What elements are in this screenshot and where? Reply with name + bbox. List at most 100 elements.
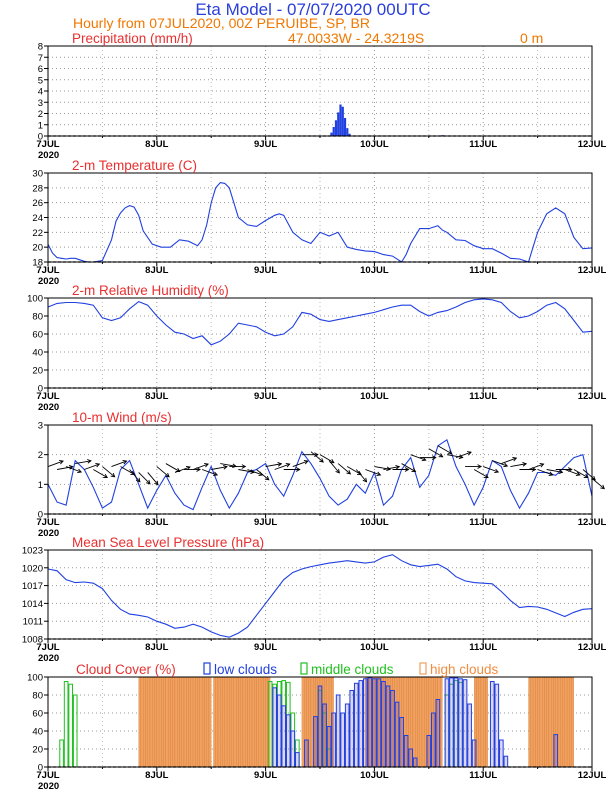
legend-swatch [419,662,427,675]
wind-vector [174,466,191,473]
wind-vector-head [59,460,64,465]
pres-panel: 1008 1011 1014 1017 1020 1023 7JUL 8JUL 9JUL 10JU… [22,535,607,664]
high-cloud-bar [215,676,219,768]
wind-panel-title: 10-m Wind (m/s) [72,410,172,425]
wind-xtick-label: 9JUL [254,517,277,528]
wind-vector [65,466,82,473]
wind-vector [483,466,499,473]
high-cloud-bar [229,676,232,768]
high-cloud-bar [188,676,191,768]
middle-cloud-bar [59,739,64,768]
wind-vector-head [600,484,605,490]
low-cloud-bar [471,739,477,768]
high-cloud-bar [165,676,169,768]
wind-vector [510,463,527,467]
clouds-panel: 0 20 40 60 80 100 7JUL 8JUL 9JUL 10JUL 11JUL 12JUL 2… [27,662,606,792]
low-cloud-bar [326,726,332,768]
rh-panel: 0 20 40 60 80 100 7JUL 8JUL 9JUL 10JUL 11JUL 12JUL 2… [27,283,606,413]
low-cloud-bar [553,734,559,768]
low-cloud-bar [453,677,459,768]
rh-ytick-label: 0 [38,384,43,395]
wind-vector-head [522,462,528,467]
high-cloud-bar [217,676,221,768]
wind-vector [292,460,308,467]
precip-ytick-label: 1 [38,120,43,131]
wind-vector-head [296,467,301,472]
high-cloud-bar [569,676,572,768]
temp-panel-title: 2-m Temperature (C) [72,158,197,173]
wind-panel: 0 1 2 3 7JUL 8JUL 9JUL 10JUL 11JUL 12JUL 2020 10-m … [36,410,606,539]
high-cloud-bar [143,676,146,768]
wind-vector [328,460,340,474]
wind-vector-head [110,472,116,478]
high-cloud-bar [254,676,257,768]
wind-vector-head [386,466,392,472]
pres-xtick-label: 12JUL [578,642,607,653]
clouds-xtick-label: 12JUL [578,770,607,781]
high-cloud-bar [206,676,210,768]
temp-xtick-label: 9JUL [254,265,277,276]
wind-xtick-label: 11JUL [469,517,497,528]
wind-vector-head [77,468,83,474]
wind-vector-head [264,475,270,481]
high-cloud-bar [242,676,246,768]
station-elevation: 0 m [520,30,543,46]
wind-vector-head [362,477,368,483]
high-cloud-bar [258,676,262,768]
wind-xtick-label: 7JUL [36,517,59,528]
wind-series-line [47,438,593,511]
low-cloud-bar [281,705,287,768]
high-cloud-bar [247,676,250,768]
temp-ytick-label: 20 [32,243,43,254]
temp-ytick-label: 26 [32,198,43,209]
rh-xtick-label: 12JUL [578,391,607,402]
wind-vector-head [223,465,228,470]
wind-vector-head [277,462,283,467]
wind-vector [201,469,218,476]
wind-vector [192,463,209,470]
high-cloud-bar [183,676,187,768]
middle-cloud-bar [68,683,73,768]
high-cloud-bar [226,676,230,768]
wind-vector [47,460,64,467]
wind-vector [129,469,141,483]
wind-vector [247,469,263,476]
low-cloud-bar [349,690,355,768]
high-cloud-bar [172,676,176,768]
rh-panel-title: 2-m Relative Humidity (%) [72,283,229,298]
high-cloud-bar [544,676,547,768]
pres-year-label: 2020 [38,653,59,664]
rh-ytick-label: 20 [32,366,43,377]
wind-vector [84,463,100,470]
temp-year-label: 2020 [38,276,59,287]
high-cloud-bar [140,676,144,768]
precip-ytick-label: 3 [38,98,43,109]
rh-xtick-label: 11JUL [469,391,497,402]
wind-vector-head [539,462,545,468]
high-cloud-bar [485,676,488,768]
temp-ytick-label: 22 [32,228,43,239]
wind-vector [256,469,270,481]
high-cloud-bar [238,676,241,768]
wind-vector [111,460,127,467]
high-cloud-bar [557,676,561,768]
wind-vector-head [154,480,159,486]
pres-series-line [47,554,593,638]
temp-series-line [47,182,593,263]
high-cloud-bar [147,676,151,768]
wind-vector [401,463,416,472]
wind-vector-head [213,471,219,477]
rh-ytick-label: 100 [27,294,43,305]
precip-ytick-label: 0 [38,132,43,143]
wind-xtick-label: 10JUL [360,517,389,528]
wind-vector-head [95,462,101,468]
precip-ytick-label: 6 [38,64,43,75]
low-cloud-bar [403,735,409,768]
wind-vector-head [438,453,444,458]
high-cloud-bar [256,676,259,768]
low-cloud-bar [458,678,463,768]
wind-ytick-label: 3 [38,421,43,432]
low-cloud-bar [304,739,309,768]
rh-ytick-label: 60 [32,330,43,341]
wind-vector [165,463,180,472]
